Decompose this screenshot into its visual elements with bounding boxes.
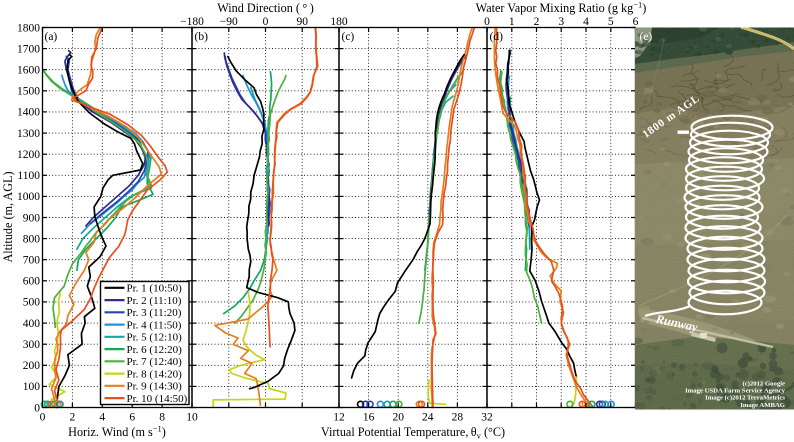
svg-text:12: 12 — [333, 412, 345, 424]
svg-text:1: 1 — [509, 16, 515, 28]
svg-text:1700: 1700 — [17, 43, 40, 55]
svg-text:8: 8 — [159, 412, 165, 424]
svg-text:700: 700 — [23, 255, 41, 267]
svg-text:1400: 1400 — [17, 107, 40, 119]
svg-text:100: 100 — [23, 381, 41, 393]
svg-text:(e): (e) — [640, 31, 653, 43]
svg-text:1600: 1600 — [17, 65, 40, 77]
svg-text:Water Vapor Mixing Ratio (g kg: Water Vapor Mixing Ratio (g kg−1) — [476, 0, 647, 15]
svg-text:1800: 1800 — [17, 22, 40, 34]
svg-text:180: 180 — [330, 16, 348, 28]
svg-text:16: 16 — [363, 412, 375, 424]
svg-text:Pr. 9 (14:30): Pr. 9 (14:30) — [127, 381, 183, 393]
svg-text:300: 300 — [23, 339, 41, 351]
svg-text:6: 6 — [633, 16, 639, 28]
svg-text:90: 90 — [296, 16, 308, 28]
svg-text:Altitude (m, AGL): Altitude (m, AGL) — [1, 171, 15, 262]
svg-text:0: 0 — [263, 16, 269, 28]
svg-text:Pr. 4 (11:50): Pr. 4 (11:50) — [127, 319, 182, 331]
svg-text:Pr. 10 (14:50): Pr. 10 (14:50) — [127, 393, 188, 405]
svg-text:0: 0 — [484, 16, 490, 28]
svg-text:Pr. 7 (12:40): Pr. 7 (12:40) — [127, 356, 183, 368]
svg-text:4: 4 — [99, 412, 105, 424]
svg-text:0: 0 — [34, 402, 40, 414]
svg-text:Wind Direction ( ° ): Wind Direction ( ° ) — [217, 1, 314, 15]
svg-text:500: 500 — [23, 297, 41, 309]
svg-text:200: 200 — [23, 360, 41, 372]
svg-text:(b): (b) — [195, 31, 209, 43]
svg-text:Image AMBAG: Image AMBAG — [740, 402, 786, 409]
svg-text:1100: 1100 — [17, 170, 40, 182]
svg-text:32: 32 — [481, 412, 493, 424]
svg-text:5: 5 — [608, 16, 614, 28]
svg-text:Pr. 2 (11:10): Pr. 2 (11:10) — [127, 295, 182, 307]
svg-text:1200: 1200 — [17, 149, 40, 161]
svg-text:800: 800 — [23, 233, 41, 245]
svg-text:600: 600 — [23, 276, 41, 288]
svg-text:28: 28 — [452, 412, 464, 424]
svg-text:900: 900 — [23, 212, 41, 224]
svg-text:2: 2 — [70, 412, 76, 424]
svg-text:6: 6 — [129, 412, 135, 424]
svg-text:24: 24 — [422, 412, 434, 424]
svg-text:−180: −180 — [180, 16, 204, 28]
svg-text:Pr. 6 (12:20): Pr. 6 (12:20) — [127, 344, 183, 356]
svg-text:0: 0 — [40, 412, 46, 424]
svg-text:Pr. 5 (12:10): Pr. 5 (12:10) — [127, 332, 183, 344]
svg-text:(a): (a) — [45, 31, 58, 43]
svg-text:10: 10 — [186, 412, 198, 424]
svg-text:Image USDA Farm Service Agency: Image USDA Farm Service Agency — [685, 388, 786, 395]
svg-text:1500: 1500 — [17, 86, 40, 98]
svg-text:2: 2 — [534, 16, 540, 28]
svg-text:Image (c)2012 TerraMetrics: Image (c)2012 TerraMetrics — [705, 395, 785, 402]
svg-text:20: 20 — [392, 412, 404, 424]
svg-text:Pr. 1 (10:50): Pr. 1 (10:50) — [127, 283, 183, 295]
svg-text:1000: 1000 — [17, 191, 40, 203]
svg-text:(c): (c) — [342, 31, 355, 43]
svg-text:3: 3 — [558, 16, 564, 28]
svg-text:(d): (d) — [490, 31, 504, 43]
svg-text:Pr. 3 (11:20): Pr. 3 (11:20) — [127, 307, 182, 319]
svg-text:−90: −90 — [220, 16, 238, 28]
svg-text:Virtual Potential Temperature,: Virtual Potential Temperature, θv (°C) — [321, 425, 505, 441]
svg-text:(c)2012 Google: (c)2012 Google — [742, 381, 785, 388]
svg-text:Pr. 8 (14:20): Pr. 8 (14:20) — [127, 368, 183, 380]
svg-text:4: 4 — [583, 16, 589, 28]
svg-text:Horiz. Wind (m s−1): Horiz. Wind (m s−1) — [68, 424, 166, 440]
svg-text:1300: 1300 — [17, 128, 40, 140]
svg-text:400: 400 — [23, 318, 41, 330]
